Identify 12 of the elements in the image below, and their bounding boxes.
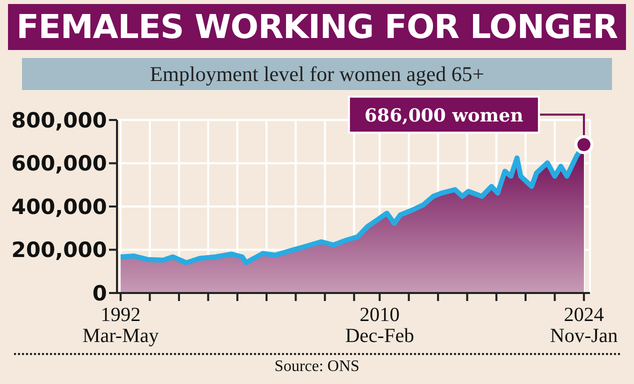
x-tick-label: 1992 Mar-May	[82, 304, 159, 347]
x-tick-label: 2010 Dec-Feb	[345, 304, 414, 347]
y-tick-label: 600,000	[11, 152, 107, 176]
x-tick-label: 2024 Nov-Jan	[550, 304, 618, 347]
chart-subtitle: Employment level for women aged 65+	[22, 58, 612, 90]
source-note: Source: ONS	[274, 358, 360, 376]
y-tick-label: 400,000	[11, 194, 107, 219]
chart-title: FEMALES WORKING FOR LONGER	[8, 4, 626, 50]
y-tick-label: 800,000	[11, 108, 107, 132]
y-tick-label: 0	[92, 281, 107, 306]
y-tick-label: 200,000	[11, 238, 107, 262]
annotation: 686,000 women	[364, 106, 524, 127]
